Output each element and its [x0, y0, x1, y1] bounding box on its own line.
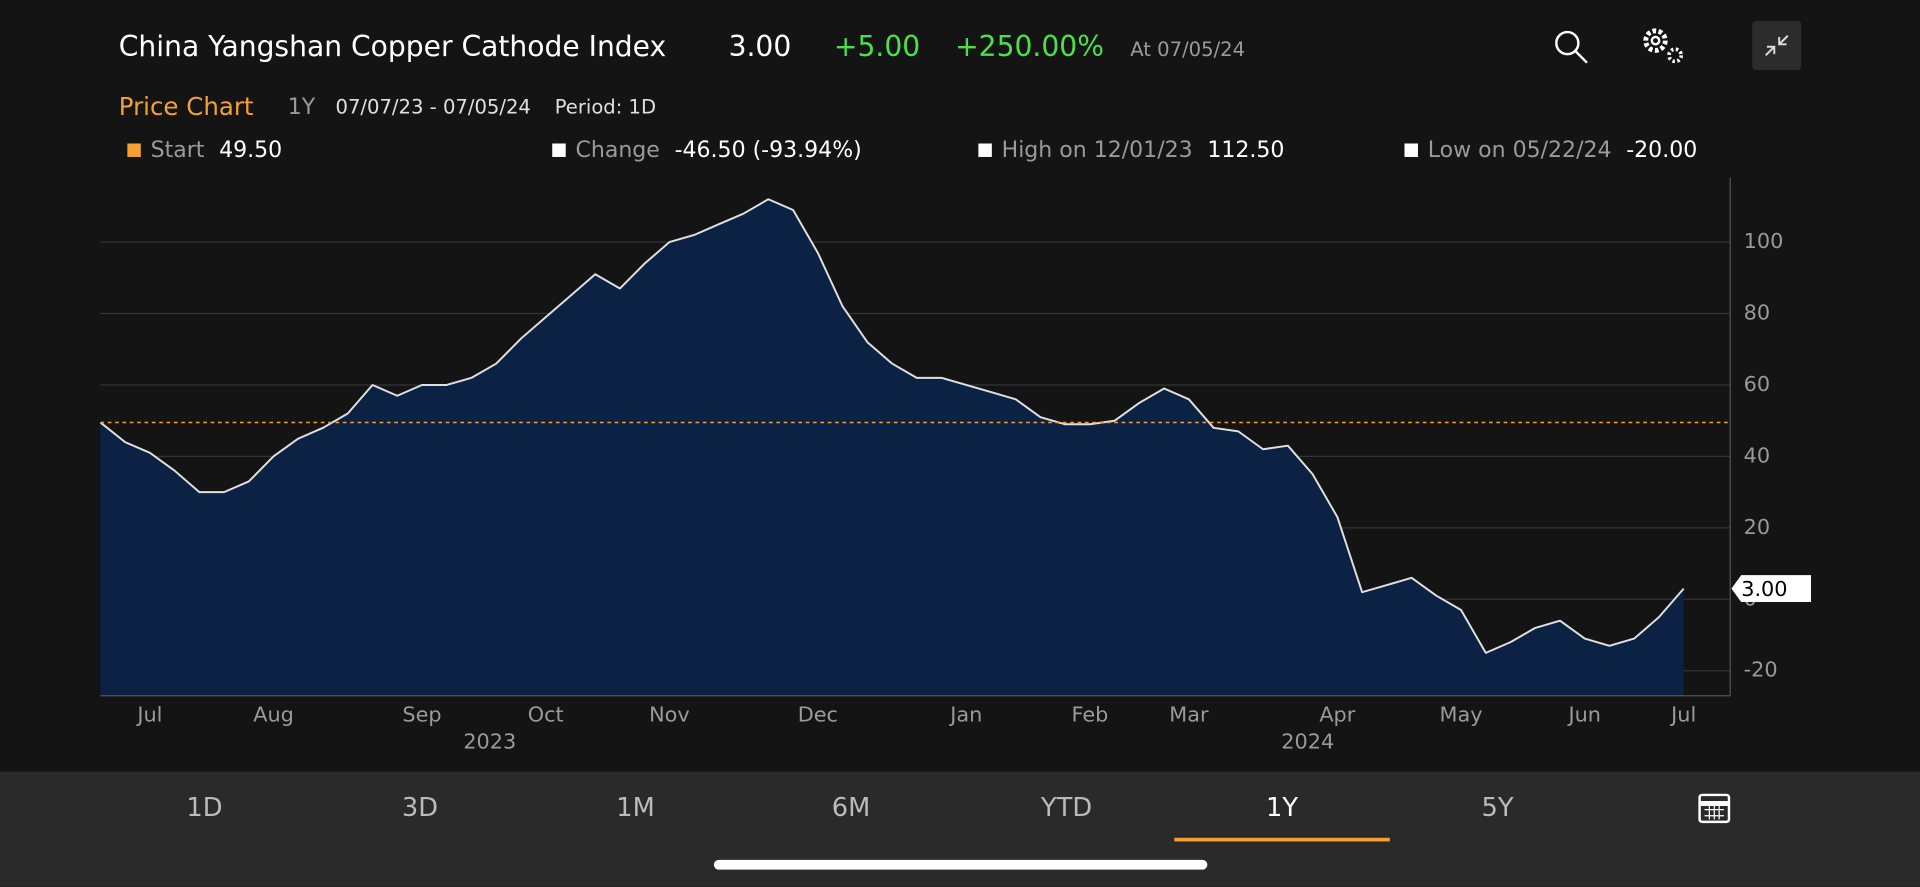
collapse-bg[interactable]: [1752, 21, 1802, 71]
x-tick-label: Jul: [135, 702, 162, 726]
price-chart-label: Price Chart: [119, 92, 254, 121]
calendar-icon[interactable]: [1698, 793, 1731, 824]
stat-swatch: [127, 143, 141, 157]
x-tick-label: Mar: [1169, 702, 1209, 726]
stat-swatch: [978, 143, 992, 157]
line: [99, 198, 1685, 654]
year-label: 2024: [1281, 729, 1334, 753]
range-label: 1Y: [288, 95, 316, 120]
gear-small[interactable]: [1667, 47, 1684, 64]
search-handle[interactable]: [1575, 50, 1588, 64]
stat-swatch: [552, 143, 566, 157]
stat-value: -46.50 (-93.94%): [675, 138, 862, 163]
tab[interactable]: 1D: [186, 793, 222, 823]
x-tick-label: Sep: [402, 702, 441, 726]
gear-large[interactable]: [1643, 28, 1668, 53]
last-value-label: 3.00: [1741, 577, 1787, 601]
stat-label: High on 12/01/23: [1002, 138, 1193, 163]
x-tick-label: Jan: [948, 702, 982, 726]
collapse-button[interactable]: [1752, 21, 1802, 71]
gear-large-hub[interactable]: [1650, 35, 1661, 46]
plot: -20020406080100JulAugSepOctNovDecJanFebM…: [99, 177, 1812, 726]
y-tick-label: 60: [1744, 372, 1770, 396]
active-tab-underline: [1174, 837, 1390, 842]
x-tick-label: Jun: [1566, 702, 1601, 726]
y-tick-label: 100: [1744, 229, 1784, 253]
title: China Yangshan Copper Cathode Index: [119, 30, 666, 63]
x-tick-label: Nov: [649, 702, 690, 726]
date-range: 07/07/23 - 07/05/24: [336, 95, 531, 118]
tab[interactable]: 1M: [616, 793, 655, 823]
settings-icon[interactable]: [1643, 28, 1684, 64]
period: Period: 1D: [555, 95, 656, 118]
x-tick-label: Feb: [1072, 702, 1109, 726]
last-value-tag: [1731, 575, 1812, 603]
price: 3.00: [729, 30, 792, 63]
change-pct: +250.00%: [955, 30, 1104, 63]
collapse-arrows[interactable]: [1765, 35, 1789, 57]
stat-label: Low on 05/22/24: [1428, 138, 1612, 163]
tabs: 1D 3D 1M 6M YTD 1Y 5Y: [186, 793, 1514, 842]
x-tick-label: May: [1440, 702, 1483, 726]
search-circle[interactable]: [1555, 30, 1580, 56]
change: +5.00: [834, 30, 920, 63]
search-icon[interactable]: [1555, 30, 1588, 64]
x-tick-label: Apr: [1319, 702, 1355, 726]
calendar-frame[interactable]: [1698, 793, 1731, 824]
x-tick-label: Aug: [253, 702, 294, 726]
stat-value: -20.00: [1626, 138, 1697, 163]
stat-label: Change: [576, 138, 660, 163]
x-tick-label: Jul: [1669, 702, 1696, 726]
x-tick-label: Dec: [798, 702, 838, 726]
home-indicator: [713, 859, 1208, 870]
stat-value: 112.50: [1207, 138, 1284, 163]
x-tick-label: Oct: [528, 702, 564, 726]
stat-label: Start: [151, 138, 205, 163]
y-tick-label: -20: [1744, 658, 1778, 682]
year-label: 2023: [463, 729, 516, 753]
tab[interactable]: YTD: [1040, 793, 1092, 823]
tab[interactable]: 3D: [402, 793, 438, 823]
stat-value: 49.50: [219, 138, 282, 163]
calendar-grid[interactable]: [1704, 804, 1725, 820]
tab[interactable]: 5Y: [1482, 793, 1514, 823]
stats: Start 49.50 Change -46.50 (-93.94%) High on …: [127, 138, 1697, 163]
area: [100, 199, 1684, 696]
as-of: At 07/05/24: [1130, 38, 1245, 61]
y-tick-label: 40: [1744, 443, 1770, 467]
stat-swatch: [1404, 143, 1418, 157]
tab[interactable]: 6M: [832, 793, 871, 823]
y-tick-label: 80: [1744, 301, 1770, 325]
y-tick-label: 20: [1744, 515, 1770, 539]
tab[interactable]: 1Y: [1266, 793, 1298, 823]
